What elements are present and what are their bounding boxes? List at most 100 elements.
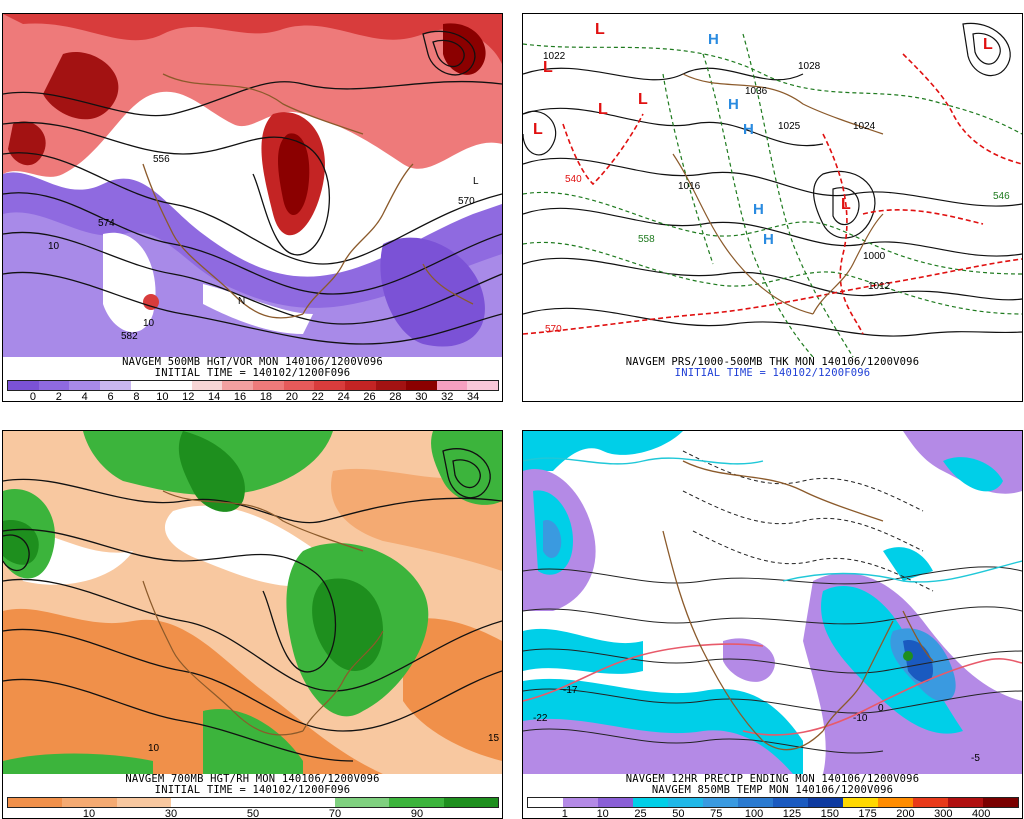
- colorbar-segment: [668, 798, 703, 807]
- colorbar: [527, 797, 1019, 808]
- panel-title: NAVGEM 12HR PRECIP ENDING MON 140106/120…: [625, 773, 920, 785]
- map-label: 1036: [745, 86, 768, 97]
- colorbar-segment: [598, 798, 633, 807]
- colorbar: [7, 797, 499, 808]
- low-marker: L: [543, 59, 553, 76]
- map-label: 582: [121, 331, 138, 342]
- colorbar-tick-label: 150: [820, 808, 839, 819]
- low-marker: L: [533, 121, 543, 138]
- colorbar-labels: 1 10 25 50 75 100 125 150 175 200 300 400: [527, 808, 1019, 819]
- colorbar-segment: [99, 381, 131, 390]
- low-marker: L: [638, 91, 648, 108]
- colorbar-segment: [375, 381, 407, 390]
- panel-700mb-humidity: 10 15 NAVGEM 700MB HGT/RH MON 140106/120…: [2, 430, 503, 819]
- colorbar-segment: [843, 798, 878, 807]
- colorbar-segment: [563, 798, 598, 807]
- panel-subtitle: INITIAL TIME = 140102/1200F096: [674, 367, 871, 379]
- panel-subtitle: INITIAL TIME = 140102/1200F096: [154, 784, 351, 796]
- colorbar-tick-label: 90: [410, 808, 424, 819]
- map-label: 10: [48, 241, 60, 252]
- colorbar-segment: [406, 381, 437, 390]
- colorbar-tick-label: 125: [782, 808, 802, 819]
- colorbar-tick-label: 22: [311, 391, 324, 402]
- colorbar-segment: [116, 798, 172, 807]
- colorbar-tick-label: 14: [208, 391, 221, 402]
- colorbar-segment: [528, 798, 563, 807]
- high-marker: H: [753, 201, 764, 218]
- colorbar-tick-label: 8: [133, 391, 140, 402]
- colorbar-segment: [808, 798, 843, 807]
- colorbar-segment: [171, 798, 226, 807]
- colorbar-segment: [62, 798, 117, 807]
- colorbar-segment: [280, 798, 335, 807]
- map-label: 556: [153, 154, 170, 165]
- vorticity-map: 574 556 570 582 10 10 N L: [3, 14, 502, 357]
- colorbar-segment: [253, 381, 284, 390]
- map-label: 570: [545, 324, 562, 335]
- colorbar-tick-label: 2: [55, 391, 62, 402]
- map-label: L: [473, 176, 479, 187]
- map-label: -17: [563, 685, 578, 696]
- colorbar-segment: [703, 798, 738, 807]
- colorbar-segment: [633, 798, 668, 807]
- colorbar-tick-label: 20: [285, 391, 298, 402]
- colorbar-segment: [443, 798, 498, 807]
- colorbar-tick-label: 12: [182, 391, 195, 402]
- map-label: 15: [488, 733, 500, 744]
- colorbar: [7, 380, 499, 391]
- high-marker: H: [728, 96, 739, 113]
- colorbar-segment: [191, 381, 223, 390]
- map-label: -5: [971, 753, 980, 764]
- low-marker: L: [595, 21, 605, 38]
- map-label: 10: [143, 318, 155, 329]
- colorbar-tick-label: 10: [156, 391, 169, 402]
- colorbar-tick-label: 6: [107, 391, 114, 402]
- map-label: -10: [853, 713, 868, 724]
- map-label: 1028: [798, 61, 821, 72]
- panel-title: NAVGEM 500MB HGT/VOR MON 140106/1200V096: [122, 356, 383, 368]
- high-marker: H: [763, 231, 774, 248]
- humidity-map: 10 15: [3, 431, 502, 774]
- map-label: 546: [993, 191, 1010, 202]
- colorbar-segment: [314, 381, 345, 390]
- colorbar-tick-label: 26: [363, 391, 376, 402]
- colorbar-segment: [773, 798, 808, 807]
- map-label: 1025: [778, 121, 801, 132]
- colorbar-segment: [38, 381, 70, 390]
- colorbar-tick-label: 34: [466, 391, 480, 402]
- map-label: 1000: [863, 251, 886, 262]
- low-marker: L: [983, 36, 993, 53]
- colorbar-segment: [467, 381, 498, 390]
- colorbar-tick-label: 75: [710, 808, 723, 819]
- map-label: 558: [638, 234, 655, 245]
- colorbar-segment: [222, 381, 253, 390]
- colorbar-tick-label: 10: [596, 808, 609, 819]
- colorbar-tick-label: 300: [934, 808, 953, 819]
- panel-precip-temperature: -22 -17 0 -10 -5 NAVGEM 12HR PRECIP ENDI…: [522, 430, 1023, 819]
- colorbar-tick-label: 32: [441, 391, 454, 402]
- colorbar-tick-label: 16: [233, 391, 247, 402]
- colorbar-tick-label: 400: [971, 808, 991, 819]
- colorbar-tick-label: 28: [389, 391, 402, 402]
- colorbar-segment: [283, 381, 315, 390]
- colorbar-segment: [334, 798, 390, 807]
- colorbar-segment: [436, 381, 468, 390]
- colorbar-tick-label: 30: [164, 808, 178, 819]
- map-label: 0: [878, 703, 884, 714]
- panel-title: NAVGEM PRS/1000-500MB THK MON 140106/120…: [625, 356, 920, 368]
- colorbar-segment: [738, 798, 773, 807]
- colorbar-segment: [948, 798, 983, 807]
- map-label: 540: [565, 174, 582, 185]
- colorbar-segment: [878, 798, 913, 807]
- map-label: 1022: [543, 51, 566, 62]
- colorbar-segment: [130, 381, 162, 390]
- map-label: 1024: [853, 121, 876, 132]
- colorbar-labels: 10 30 50 70 90: [7, 808, 499, 819]
- map-label: N: [238, 296, 245, 307]
- colorbar-tick-label: 50: [672, 808, 685, 819]
- colorbar-segment: [8, 381, 39, 390]
- panel-subtitle: NAVGEM 850MB TEMP MON 140106/1200V096: [651, 784, 894, 796]
- map-label: 10: [148, 743, 160, 754]
- colorbar-segment: [161, 381, 192, 390]
- colorbar-segment: [389, 798, 444, 807]
